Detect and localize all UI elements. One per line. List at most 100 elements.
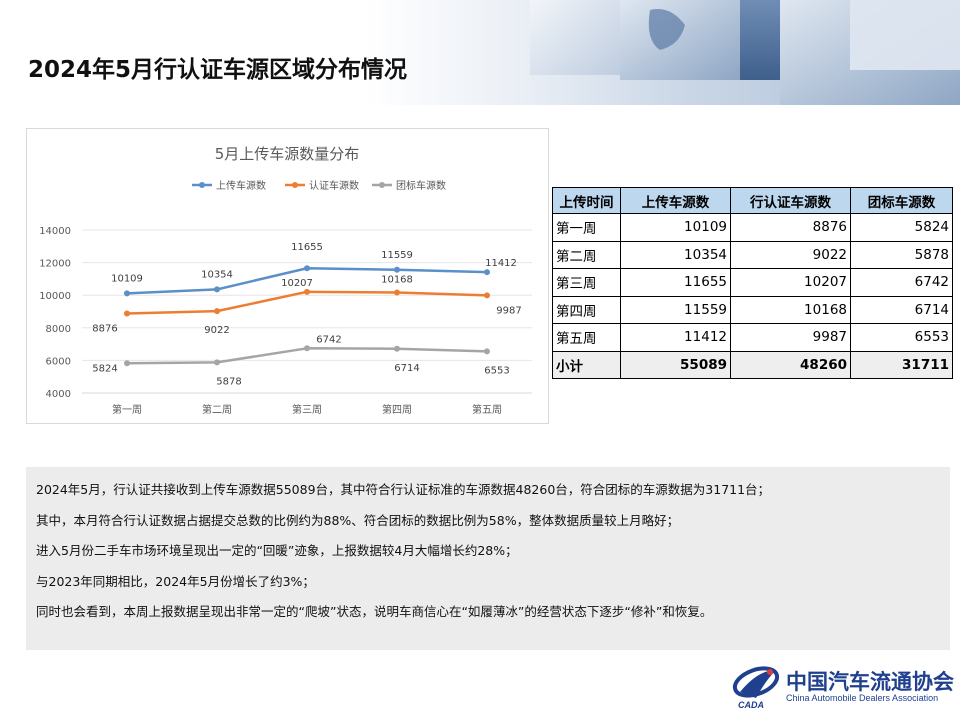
data-point — [394, 345, 400, 352]
data-point — [214, 308, 220, 315]
table-row: 第二周 10354 9022 5878 — [552, 240, 953, 269]
data-point — [304, 265, 310, 272]
table-cell: 48260 — [730, 350, 851, 379]
cada-emblem-icon — [732, 666, 780, 698]
summary-paragraph: 与2023年同期相比，2024年5月份增长了约3%； — [36, 573, 315, 589]
table-cell: 6742 — [850, 268, 953, 297]
header-banner: 2024年5月行认证车源区域分布情况 — [0, 0, 960, 105]
data-label: 9987 — [496, 305, 521, 316]
table-cell: 11412 — [620, 323, 731, 352]
table-header-cell: 行认证车源数 — [730, 187, 851, 214]
data-label: 11655 — [291, 242, 323, 253]
line-chart: 5月上传车源数量分布上传车源数 认证车源数 团标车源数 4000 6000 8000 100… — [26, 128, 549, 424]
data-label: 11559 — [381, 250, 413, 261]
data-label: 5878 — [216, 376, 241, 387]
table-cell: 10207 — [730, 268, 851, 297]
table-header-cell: 团标车源数 — [850, 187, 953, 214]
data-label: 6553 — [484, 365, 509, 376]
legend-marker — [379, 182, 385, 188]
data-point — [484, 292, 490, 299]
table-cell: 第三周 — [552, 268, 621, 297]
data-point — [304, 345, 310, 352]
legend-marker — [199, 182, 205, 188]
table-header-cell: 上传时间 — [552, 187, 621, 214]
x-tick-label: 第一周 — [112, 403, 142, 416]
table-row: 第三周 11655 10207 6742 — [552, 268, 953, 297]
data-point — [124, 310, 130, 317]
data-label: 10168 — [381, 274, 413, 285]
y-tick-label: 10000 — [39, 291, 71, 302]
table-row: 第五周 11412 9987 6553 — [552, 323, 953, 352]
table-cell: 小计 — [552, 350, 621, 379]
data-table: 上传时间 上传车源数 行认证车源数 团标车源数 第一周 10109 8876 5… — [552, 187, 953, 379]
table-cell: 10109 — [620, 213, 731, 242]
data-point — [124, 290, 130, 297]
data-point — [484, 348, 490, 355]
table-cell: 8876 — [730, 213, 851, 242]
data-point — [394, 266, 400, 273]
data-label: 10207 — [281, 278, 313, 289]
table-cell: 第二周 — [552, 240, 621, 269]
legend-marker — [292, 182, 298, 188]
table-cell: 10168 — [730, 295, 851, 324]
table-cell: 6553 — [850, 323, 953, 352]
table-header-cell: 上传车源数 — [620, 187, 731, 214]
table-cell: 9987 — [730, 323, 851, 352]
legend-label: 认证车源数 — [309, 179, 359, 192]
summary-paragraph: 2024年5月，行认证共接收到上传车源数据55089台，其中符合行认证标准的车源… — [36, 482, 771, 497]
x-tick-label: 第五周 — [472, 403, 502, 416]
table-cell: 第五周 — [552, 323, 621, 352]
y-tick-label: 14000 — [39, 226, 71, 237]
data-point — [484, 269, 490, 276]
legend-label: 团标车源数 — [396, 179, 446, 192]
table-header-row: 上传时间 上传车源数 行认证车源数 团标车源数 — [552, 187, 953, 214]
logo-abbreviation: CADA — [738, 700, 764, 710]
table-cell: 55089 — [620, 350, 731, 379]
summary-paragraph: 同时也会看到，本周上报数据呈现出非常一定的“爬坡”状态，说明车商信心在“如履薄冰… — [36, 604, 713, 619]
x-tick-label: 第三周 — [292, 403, 322, 416]
legend-label: 上传车源数 — [216, 179, 266, 192]
data-point — [214, 286, 220, 293]
data-point — [124, 360, 130, 367]
x-tick-label: 第二周 — [202, 403, 232, 416]
data-label: 10109 — [111, 273, 143, 284]
logo-name-en: China Automobile Dealers Association — [786, 693, 939, 703]
table-cell: 31711 — [850, 350, 953, 379]
cada-logo: CADA 中国汽车流通协会 China Automobile Dealers A… — [730, 662, 955, 712]
data-label: 8876 — [92, 324, 117, 335]
table-cell: 5824 — [850, 213, 953, 242]
y-tick-label: 6000 — [46, 356, 71, 367]
data-label: 6714 — [394, 363, 419, 374]
data-label: 9022 — [204, 325, 229, 336]
y-tick-label: 8000 — [46, 324, 71, 335]
chart-title: 5月上传车源数量分布 — [215, 145, 360, 163]
table-cell: 第一周 — [552, 213, 621, 242]
summary-paragraph: 其中，本月符合行认证数据占据提交总数的比例约为88%、符合团标的数据比例为58%… — [36, 512, 680, 528]
table-total-row: 小计 55089 48260 31711 — [552, 350, 953, 379]
data-point — [394, 289, 400, 296]
data-label: 5824 — [92, 363, 117, 374]
table-cell: 10354 — [620, 240, 731, 269]
table-cell: 6714 — [850, 295, 953, 324]
x-tick-label: 第四周 — [382, 403, 412, 416]
table-row: 第四周 11559 10168 6714 — [552, 295, 953, 324]
data-point — [214, 359, 220, 366]
table-cell: 11559 — [620, 295, 731, 324]
decorative-cubes-image — [530, 0, 960, 105]
data-label: 11412 — [485, 258, 517, 269]
data-label: 10354 — [201, 269, 233, 280]
y-tick-label: 4000 — [46, 389, 71, 400]
y-tick-label: 12000 — [39, 259, 71, 270]
table-cell: 5878 — [850, 240, 953, 269]
summary-paragraph: 进入5月份二手车市场环境呈现出一定的“回暖”迹象，上报数据较4月大幅增长约28%… — [36, 543, 518, 558]
data-label: 6742 — [316, 334, 341, 345]
logo-name-cn: 中国汽车流通协会 — [786, 669, 954, 694]
table-cell: 9022 — [730, 240, 851, 269]
summary-box: 2024年5月，行认证共接收到上传车源数据55089台，其中符合行认证标准的车源… — [26, 467, 950, 650]
page-title: 2024年5月行认证车源区域分布情况 — [28, 57, 408, 83]
table-cell: 11655 — [620, 268, 731, 297]
table-row: 第一周 10109 8876 5824 — [552, 213, 953, 242]
table-cell: 第四周 — [552, 295, 621, 324]
